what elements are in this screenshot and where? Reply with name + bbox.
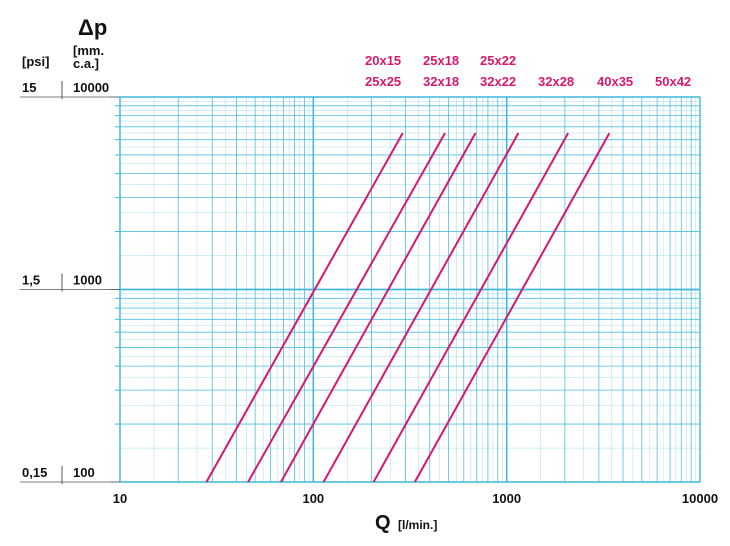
- y-tick-label-mm: 100: [73, 465, 95, 480]
- series-line: [280, 132, 477, 483]
- series-line: [205, 132, 404, 483]
- series-label: 20x15: [365, 53, 401, 68]
- y-axis-unit-mm-line2: c.a.]: [73, 56, 99, 71]
- chart-series: [205, 132, 611, 483]
- series-label: 25x22: [480, 53, 516, 68]
- x-tick-label: 1000: [492, 491, 521, 506]
- series-line: [247, 132, 446, 483]
- y-axis-unit-mm-line1: [mm.: [73, 43, 104, 58]
- series-line: [322, 132, 520, 483]
- y-tick-label-mm: 1000: [73, 273, 102, 288]
- x-tick-label: 100: [302, 491, 324, 506]
- series-label: 40x35: [597, 74, 633, 89]
- series-labels: 20x15 25x18 25x22 25x25 32x18 32x22 32x28 40x35…: [365, 53, 691, 89]
- series-line: [372, 132, 570, 483]
- series-label: 25x25: [365, 74, 401, 89]
- y-tick-label-psi: 1,5: [22, 273, 40, 288]
- chart-title: Δp: [78, 15, 107, 40]
- x-tick-label: 10: [113, 491, 127, 506]
- series-label: 25x18: [423, 53, 459, 68]
- series-line: [413, 132, 611, 483]
- y-tick-label-mm: 10000: [73, 80, 109, 95]
- y-axis-ticks: 15 10000 1,5 1000 0,15 100: [20, 80, 120, 484]
- x-axis-unit: [l/min.]: [398, 518, 437, 532]
- series-label: 50x42: [655, 74, 691, 89]
- series-label: 32x22: [480, 74, 516, 89]
- x-axis-label: Q: [375, 512, 391, 534]
- series-label: 32x28: [538, 74, 574, 89]
- series-label: 32x18: [423, 74, 459, 89]
- x-axis-ticks: 10 100 1000 10000: [113, 491, 718, 506]
- y-tick-label-psi: 15: [22, 80, 36, 95]
- y-axis-unit-psi: [psi]: [22, 54, 49, 69]
- y-tick-label-psi: 0,15: [22, 465, 47, 480]
- x-tick-label: 10000: [682, 491, 718, 506]
